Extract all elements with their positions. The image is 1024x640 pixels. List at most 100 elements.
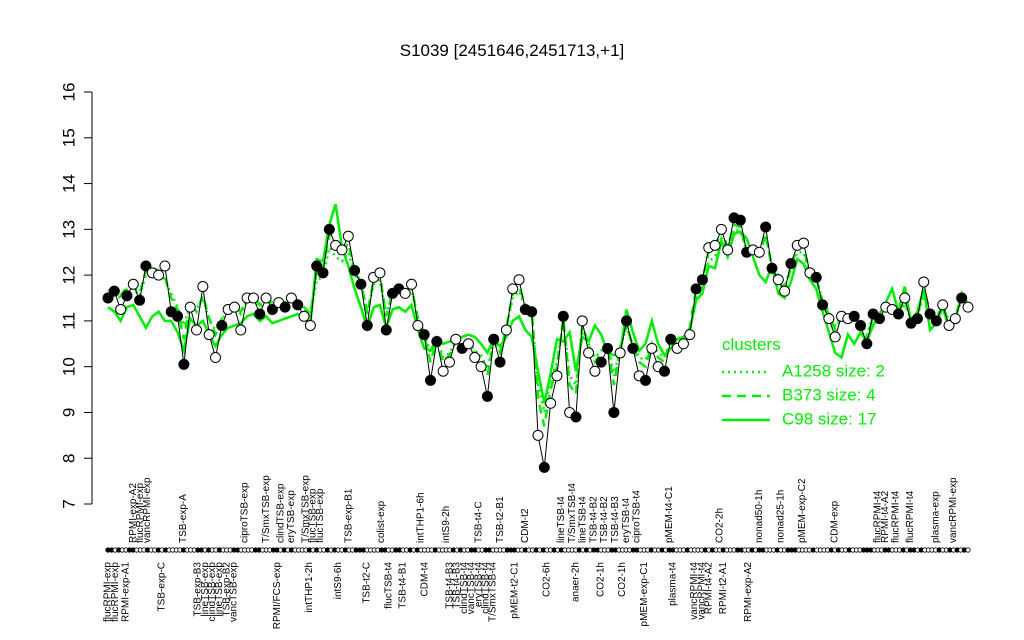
- x-tick-label: ciproTSB-t4: [632, 490, 643, 543]
- data-points: [102, 212, 974, 473]
- data-point: [292, 299, 304, 311]
- x-tick-label: TSB-t4-B2: [588, 496, 599, 543]
- data-point: [513, 274, 525, 286]
- data-point: [937, 299, 949, 311]
- data-point: [532, 429, 544, 441]
- data-point: [924, 308, 936, 320]
- x-tick-label: ciproTSB-exp: [239, 482, 250, 543]
- x-tick-label: RPMI-exp-A2: [128, 483, 139, 543]
- y-tick-label: 14: [59, 174, 78, 193]
- x-tick-label: flucRPMI-exp: [110, 562, 121, 622]
- data-point: [500, 324, 512, 336]
- data-point: [715, 223, 727, 235]
- x-tick-label: clindTSB-t4: [459, 562, 470, 614]
- data-point: [627, 342, 639, 354]
- data-point: [911, 313, 923, 325]
- data-point: [943, 319, 955, 331]
- data-point: [690, 283, 702, 295]
- x-tick-label: TSB-t2-C: [362, 562, 373, 604]
- data-point: [753, 246, 765, 258]
- data-point: [216, 319, 228, 331]
- x-tick-label: intTHP1-2h: [304, 562, 315, 613]
- data-point: [722, 244, 734, 256]
- data-point: [285, 292, 297, 304]
- data-point: [873, 313, 885, 325]
- data-point: [494, 356, 506, 368]
- x-tick-label: TSB-t4-B3: [610, 496, 621, 543]
- data-point: [184, 301, 196, 313]
- data-point: [785, 258, 797, 270]
- x-tick-label: TSB-t4-B3: [452, 562, 463, 609]
- data-point: [134, 294, 146, 306]
- x-tick-label: TSB-t2-B1: [495, 496, 506, 543]
- x-tick-label: TSB-t4-B3: [444, 562, 455, 609]
- x-tick-label: TSB-t4-B2: [599, 496, 610, 543]
- x-tick-label: intS9-6h: [333, 562, 344, 599]
- data-point: [810, 271, 822, 283]
- x-tick-label: flucRPMI-t4: [905, 490, 916, 543]
- data-point: [462, 338, 474, 350]
- data-point: [323, 223, 335, 235]
- data-point: [576, 315, 588, 327]
- data-point: [127, 278, 139, 290]
- x-tick-label: intS9-2h: [441, 506, 452, 543]
- x-tick-label: flucRPMI-exp: [103, 562, 114, 622]
- x-tick-label: flucRPMI-t4: [873, 490, 884, 543]
- x-tick-label: flucRPMI-exp: [135, 483, 146, 543]
- data-point: [203, 329, 215, 341]
- x-tick-label: lineTSB-t4: [556, 496, 567, 543]
- x-tick-label: vancTSB-exp: [229, 562, 240, 622]
- x-tick-label: RPMI-t4-A2: [880, 490, 891, 543]
- data-point: [956, 292, 968, 304]
- x-tick-label: RPMI-exp-A1: [121, 562, 132, 622]
- data-point: [766, 262, 778, 274]
- data-point: [918, 276, 930, 288]
- y-tick-label: 8: [59, 453, 78, 462]
- x-tick-label: anaer-2h: [570, 562, 581, 602]
- data-point: [140, 260, 152, 272]
- data-point: [349, 265, 361, 277]
- x-tick-label: lineTSB-exp: [214, 562, 225, 617]
- x-tick-label: colist-exp: [376, 500, 387, 543]
- x-tick-label: clindTSB-exp: [207, 562, 218, 622]
- data-point: [172, 310, 184, 322]
- data-point: [614, 347, 626, 359]
- data-point: [481, 390, 493, 402]
- y-axis: 7 8 9 10 11 12 13 14 15 16: [59, 83, 93, 509]
- x-tick-label: clindTSB-exp: [275, 483, 286, 543]
- x-tick-label: TSB-t4-C: [473, 501, 484, 543]
- data-point: [557, 310, 569, 322]
- x-tick-label: flucTSB-t4: [383, 562, 394, 609]
- data-point: [450, 333, 462, 345]
- data-point: [772, 274, 784, 286]
- x-tick-label: TSB-exp-B2: [221, 562, 232, 617]
- y-tick-label: 15: [59, 128, 78, 147]
- data-point: [355, 278, 367, 290]
- data-point: [443, 356, 455, 368]
- x-tick-label: eryTSB-t4: [621, 498, 632, 543]
- x-tick-label: nonad50-1h: [754, 490, 765, 543]
- x-tick-label: CDM-t2: [520, 508, 531, 543]
- data-point: [551, 370, 563, 382]
- data-point: [855, 319, 866, 331]
- x-tick-label: vancTSB-t4: [466, 562, 477, 615]
- data-point: [298, 310, 310, 322]
- data-point: [228, 301, 240, 313]
- data-point: [342, 230, 354, 242]
- data-point: [431, 335, 443, 347]
- x-tick-label: T/SmxTSB-t4: [567, 483, 578, 543]
- data-point: [235, 324, 247, 336]
- x-tick-label: CO2-1h: [617, 562, 628, 597]
- x-tick-label: eryTSB-exp: [286, 490, 297, 543]
- x-tick-label: RPMI-exp-A2: [743, 562, 754, 622]
- data-point: [374, 267, 386, 279]
- data-point: [254, 308, 266, 320]
- x-tick-label: TSB-exp-B1: [344, 488, 355, 543]
- x-tick-label: TSB-exp-B3: [193, 562, 204, 617]
- x-tick-label: pMEM-exp-C2: [797, 478, 808, 543]
- data-point: [115, 303, 127, 315]
- data-point: [380, 324, 392, 336]
- data-point: [418, 329, 430, 341]
